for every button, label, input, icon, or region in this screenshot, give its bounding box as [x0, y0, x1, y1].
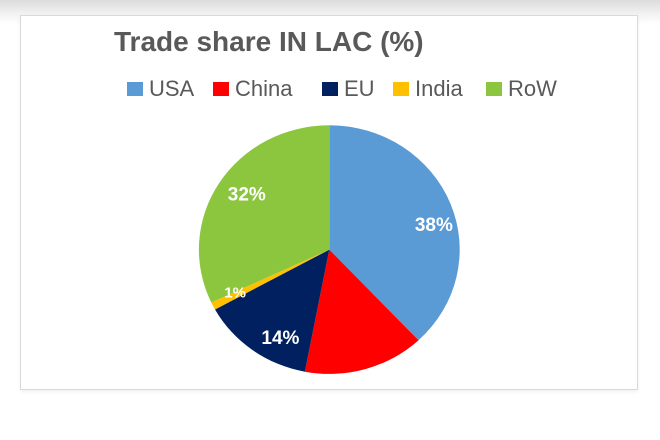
svg-text:1%: 1%	[224, 284, 246, 301]
svg-text:14%: 14%	[261, 328, 299, 349]
svg-text:32%: 32%	[228, 184, 266, 205]
svg-text:38%: 38%	[415, 215, 453, 236]
